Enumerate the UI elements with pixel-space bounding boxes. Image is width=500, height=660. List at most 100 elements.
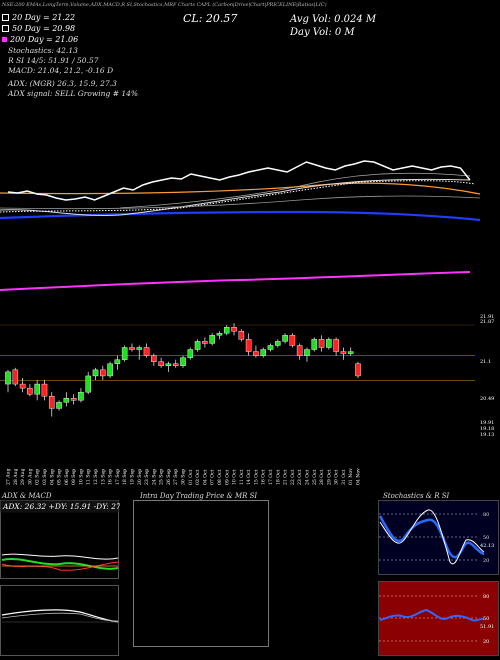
legend-item-50day: 50 Day = 20.98 <box>2 23 78 34</box>
candle-body <box>56 402 62 409</box>
x-tick-label: 10 Sep <box>78 469 84 485</box>
adx-signal: ADX signal: SELL Growing # 14% <box>8 89 139 98</box>
candle-body <box>41 383 48 397</box>
x-tick-label: 27 Aug <box>6 468 12 485</box>
candle <box>114 355 121 370</box>
intraday-panel <box>133 500 269 647</box>
x-tick-label: 30 Sep <box>181 469 187 485</box>
candle <box>63 392 70 407</box>
x-tick-label: 04 Sep <box>49 469 55 485</box>
candle <box>274 339 281 348</box>
x-tick-label: 06 Sep <box>64 469 70 485</box>
candle <box>129 343 135 352</box>
x-tick-label: 07 Oct <box>210 469 216 485</box>
candle-body <box>12 369 19 385</box>
intraday-box <box>133 500 269 647</box>
stoch-tick-80: 80 <box>483 512 489 518</box>
candle-body <box>129 347 135 350</box>
candle <box>347 347 354 356</box>
x-tick-label: 24 Sep <box>151 469 157 485</box>
stoch-panel-title: Stochastics & R SI <box>383 492 450 500</box>
candle <box>209 333 215 346</box>
candle-body <box>172 363 179 366</box>
macd-box <box>0 585 119 656</box>
x-tick-label: 29 Aug <box>20 468 26 485</box>
candle <box>180 355 186 368</box>
candle-body <box>253 351 259 356</box>
x-tick-label: 25 Sep <box>159 469 165 485</box>
x-tick-label: 14 Oct <box>246 469 252 485</box>
ema-20-line <box>0 178 471 217</box>
candle-body <box>282 335 288 342</box>
candle <box>340 347 347 360</box>
x-tick-label: 15 Oct <box>253 469 259 485</box>
ema-lines <box>0 172 481 291</box>
candle-body <box>92 369 99 377</box>
candle-body <box>34 383 40 395</box>
ema-legend: 20 Day = 21.22 50 Day = 20.98 200 Day = … <box>2 12 78 45</box>
candle <box>267 343 274 352</box>
x-tick-label: 16 Oct <box>261 469 267 485</box>
candle <box>318 335 325 352</box>
y-tick-label: 19.13 <box>480 432 494 438</box>
candle <box>260 347 267 358</box>
candle-body <box>48 396 55 409</box>
candle-body <box>158 361 164 366</box>
candle <box>19 377 26 393</box>
rsi-tick-50: 50 <box>483 616 489 622</box>
candle-body <box>187 349 194 358</box>
x-tick-label: 11 Sep <box>86 469 92 485</box>
rsi-tick-20: 20 <box>483 639 489 645</box>
candle-body <box>333 339 339 352</box>
legend-swatch <box>2 37 7 42</box>
candle <box>282 333 288 344</box>
candle <box>289 333 296 348</box>
candles <box>5 323 361 417</box>
candle-body <box>304 349 310 356</box>
avg-volume: Avg Vol: 0.024 M <box>290 14 377 25</box>
macd-readout: MACD: 21.04, 21.2, -0.16 D <box>8 66 114 75</box>
x-tick-label: 23 Sep <box>144 469 150 485</box>
candle <box>78 388 84 403</box>
ema-200-line <box>0 271 471 291</box>
candle <box>158 357 164 368</box>
x-tick-label: 28 Aug <box>13 468 19 485</box>
candle-body <box>289 335 296 346</box>
stochastics-readout: Stochastics: 42.13 <box>8 46 78 55</box>
x-tick-label: 21 Oct <box>283 469 289 485</box>
candle-body <box>151 355 157 362</box>
candle <box>216 331 223 340</box>
candle-body <box>99 369 106 377</box>
candle-body <box>194 341 201 350</box>
rsi-line <box>379 608 485 622</box>
stoch-k-line <box>378 515 485 559</box>
stoch-tick-20: 20 <box>483 558 489 564</box>
x-tick-label: 09 Oct <box>224 469 230 485</box>
candle <box>41 380 48 401</box>
candle <box>231 323 237 336</box>
candle <box>187 347 194 360</box>
candle <box>223 325 230 336</box>
y-tick-label: 19.18 <box>480 426 494 432</box>
legend-label: 50 Day = 20.98 <box>12 24 76 33</box>
x-tick-label: 10 Oct <box>232 469 238 485</box>
candle-body <box>136 347 143 350</box>
candle <box>99 365 106 380</box>
x-tick-label: 19 Sep <box>129 469 135 485</box>
x-axis-labels: 27 Aug 28 Aug 29 Aug 30 Aug 02 Sep 03 Sep 04 S… <box>6 468 362 485</box>
macd-signal-line <box>1 612 119 622</box>
candle-body <box>238 331 245 340</box>
candle-body <box>63 398 70 403</box>
price-upper-line <box>119 172 471 209</box>
rsi-value: 51.91 <box>480 624 494 630</box>
candle <box>136 345 143 360</box>
candle <box>326 337 332 350</box>
candle-body <box>107 363 113 377</box>
x-tick-label: 16 Sep <box>108 469 114 485</box>
candle-body <box>165 363 172 366</box>
candle <box>12 367 19 387</box>
stoch-rsi-panel: 80 50 20 42.13 80 50 20 51.91 <box>378 500 499 656</box>
x-tick-label: 30 Aug <box>27 468 33 485</box>
day-volume: Day Vol: 0 M <box>290 27 355 38</box>
